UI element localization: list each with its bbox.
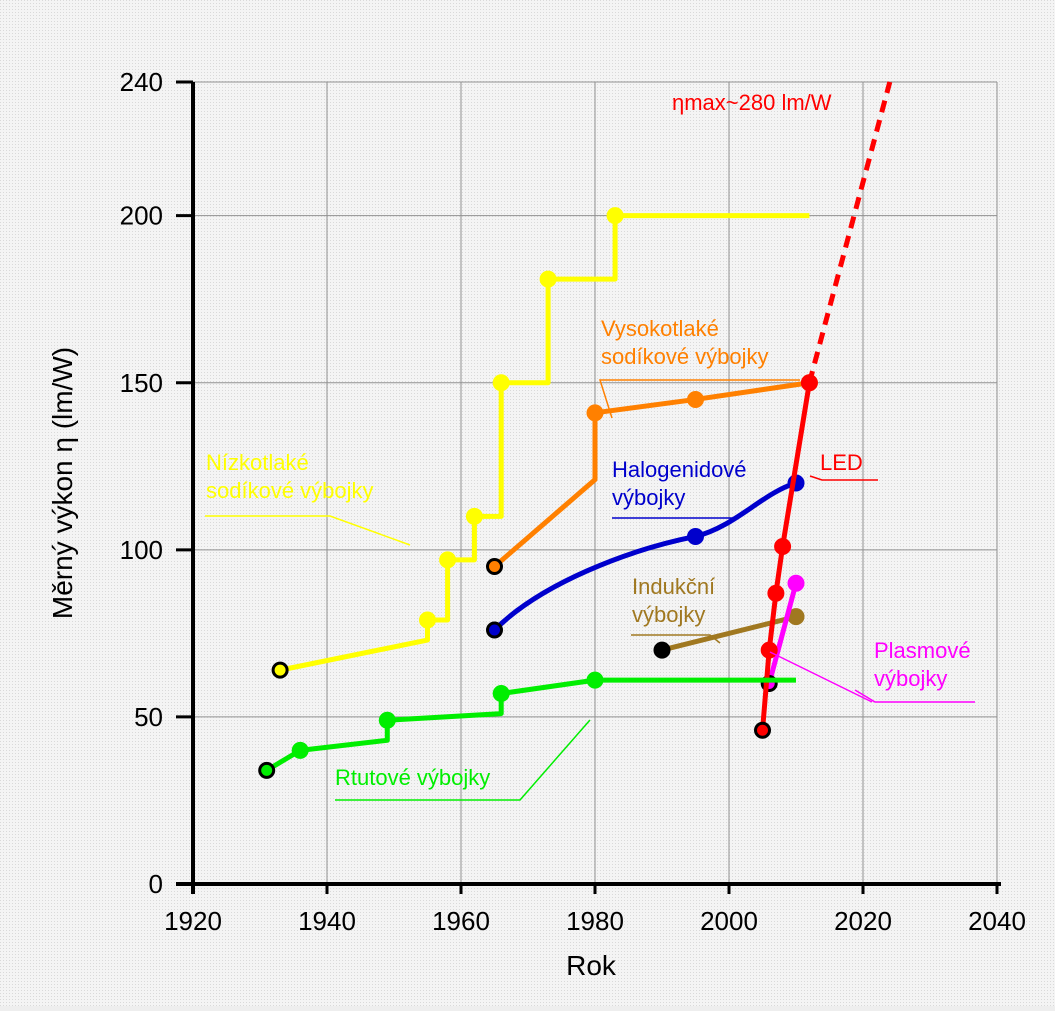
data-point (774, 537, 792, 555)
series-label: LED (820, 450, 863, 475)
label-leader (205, 515, 411, 546)
series-label-3: Indukční výbojky (631, 574, 721, 644)
series-label: Plasmové výbojky (874, 638, 971, 691)
series-6 (258, 671, 796, 779)
y-tick-label: 0 (149, 869, 163, 899)
data-point (492, 374, 510, 392)
series-2 (486, 474, 805, 639)
series-label: Rtutové výbojky (335, 765, 490, 790)
data-point (258, 761, 276, 779)
data-point (754, 721, 771, 739)
y-tick-label: 200 (120, 201, 163, 231)
x-tick-label: 2040 (968, 906, 1026, 936)
series-5 (754, 81, 893, 739)
y-axis-title: Měrný výkon η (lm/W) (47, 347, 78, 619)
y-tick-label: 240 (120, 67, 163, 97)
data-point (291, 741, 309, 759)
series-label-1: Vysokotlaké sodíkové výbojky (598, 316, 800, 419)
series-label-5: LED (809, 450, 878, 481)
data-point (653, 641, 671, 659)
series-line (492, 480, 797, 632)
series-label: Indukční výbojky (632, 574, 715, 627)
data-point (787, 574, 805, 592)
label-leader (809, 475, 878, 481)
label-leader (631, 634, 721, 644)
x-axis-title: Rok (566, 950, 617, 981)
x-tick-label: 2000 (700, 906, 758, 936)
series-label-2: Halogenidové výbojky (612, 457, 766, 519)
data-point (419, 611, 436, 629)
data-point (586, 671, 604, 689)
series-label-0: Nízkotlaké sodíkové výbojky (205, 450, 411, 546)
series-label: Halogenidové výbojky (612, 457, 747, 510)
data-point (760, 641, 778, 659)
data-point (378, 711, 396, 729)
data-point (486, 621, 503, 639)
data-point (465, 507, 483, 525)
data-point (271, 661, 289, 679)
series-label-4: Plasmové výbojky (854, 638, 975, 703)
data-point (586, 404, 604, 422)
y-tick-label: 150 (120, 368, 163, 398)
data-point (439, 551, 457, 569)
label-leader (854, 689, 975, 703)
series-label: Vysokotlaké sodíkové výbojky (601, 316, 769, 369)
series-label-6: Rtutové výbojky (335, 719, 591, 801)
label-leader (335, 719, 591, 801)
data-point (486, 558, 503, 576)
data-point (539, 270, 557, 288)
label-leader-plasma (769, 651, 873, 703)
y-tick-label: 50 (134, 702, 163, 732)
data-point (787, 608, 805, 626)
grid-lines (193, 81, 998, 884)
x-tick-label: 1960 (432, 906, 490, 936)
data-point (687, 527, 704, 545)
series-extrapolation (806, 81, 893, 384)
series-line (766, 582, 799, 685)
x-tick-label: 1940 (298, 906, 356, 936)
annotation-eta-max: ηmax~280 lm/W (672, 90, 832, 115)
series-line (265, 677, 796, 773)
label-leader (612, 499, 766, 519)
data-point (800, 374, 818, 392)
x-tick-label: 1920 (164, 906, 222, 936)
x-tick-label: 2020 (834, 906, 892, 936)
label-leader (598, 379, 800, 419)
data-point (767, 584, 785, 602)
series-label: Nízkotlaké sodíkové výbojky (206, 450, 374, 503)
data-point (687, 390, 704, 408)
data-point (492, 685, 510, 703)
series-4 (760, 574, 805, 692)
data-point (606, 207, 624, 225)
x-tick-label: 1980 (566, 906, 624, 936)
y-tick-label: 100 (120, 535, 163, 565)
series-0 (271, 207, 810, 679)
